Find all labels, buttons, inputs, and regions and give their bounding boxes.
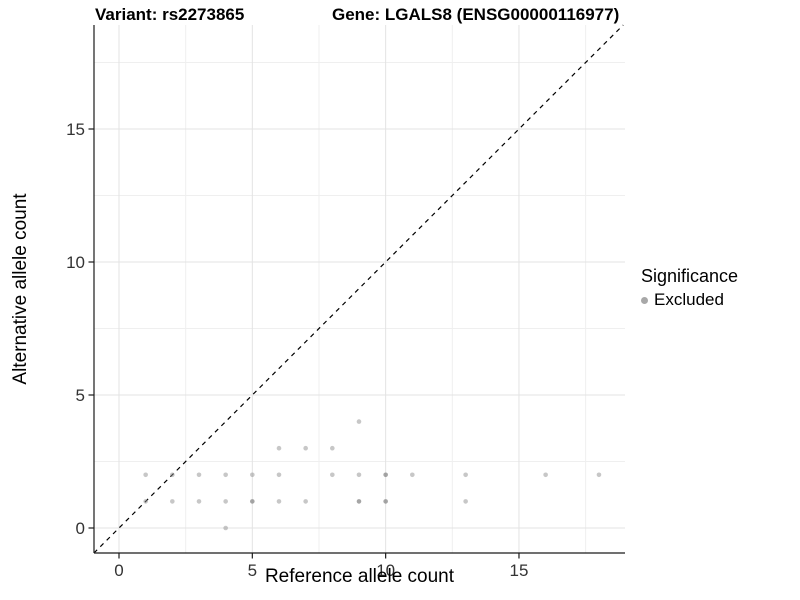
data-point (250, 472, 255, 478)
plot-title-variant: Variant: rs2273865 (95, 5, 245, 24)
plot-title-gene: Gene: LGALS8 (ENSG00000116977) (332, 5, 620, 24)
legend-point-icon (641, 296, 648, 304)
data-point (356, 419, 362, 424)
x-tick-label: 5 (248, 561, 257, 580)
data-point (276, 472, 282, 478)
data-point (170, 472, 175, 478)
data-point (383, 472, 388, 478)
y-tick-label: 0 (76, 519, 85, 538)
x-tick-label: 10 (376, 561, 395, 580)
y-tick-label: 15 (66, 120, 85, 139)
data-point (143, 499, 148, 504)
x-tick-label: 0 (114, 561, 123, 580)
data-point (303, 499, 308, 504)
data-point (383, 499, 388, 504)
identity-line (93, 24, 624, 554)
y-axis-title: Alternative allele count (10, 193, 31, 385)
data-point (143, 472, 148, 478)
data-point (356, 499, 362, 504)
x-axis-title: Reference allele count (264, 566, 455, 587)
data-point (356, 472, 362, 478)
data-point (223, 525, 228, 531)
legend-item-excluded: Excluded (641, 290, 738, 310)
data-point (276, 499, 282, 504)
data-point (303, 445, 308, 451)
legend-title: Significance (641, 266, 739, 286)
data-point (410, 472, 415, 478)
data-point (330, 472, 335, 478)
data-point (463, 499, 468, 504)
legend-item-label: Excluded (654, 290, 724, 309)
data-point (276, 445, 282, 451)
legend: Significance Excluded (641, 266, 738, 310)
data-point (196, 472, 202, 478)
data-point (250, 499, 255, 504)
data-point (223, 499, 228, 504)
data-point (543, 472, 548, 478)
data-point (596, 472, 602, 478)
y-tick-label: 10 (66, 253, 85, 272)
x-tick-label: 15 (510, 561, 529, 580)
data-point (463, 472, 468, 478)
data-point (330, 445, 335, 451)
data-point (196, 499, 202, 504)
y-tick-label: 5 (76, 386, 85, 405)
data-point (223, 472, 228, 478)
data-point (170, 499, 175, 504)
